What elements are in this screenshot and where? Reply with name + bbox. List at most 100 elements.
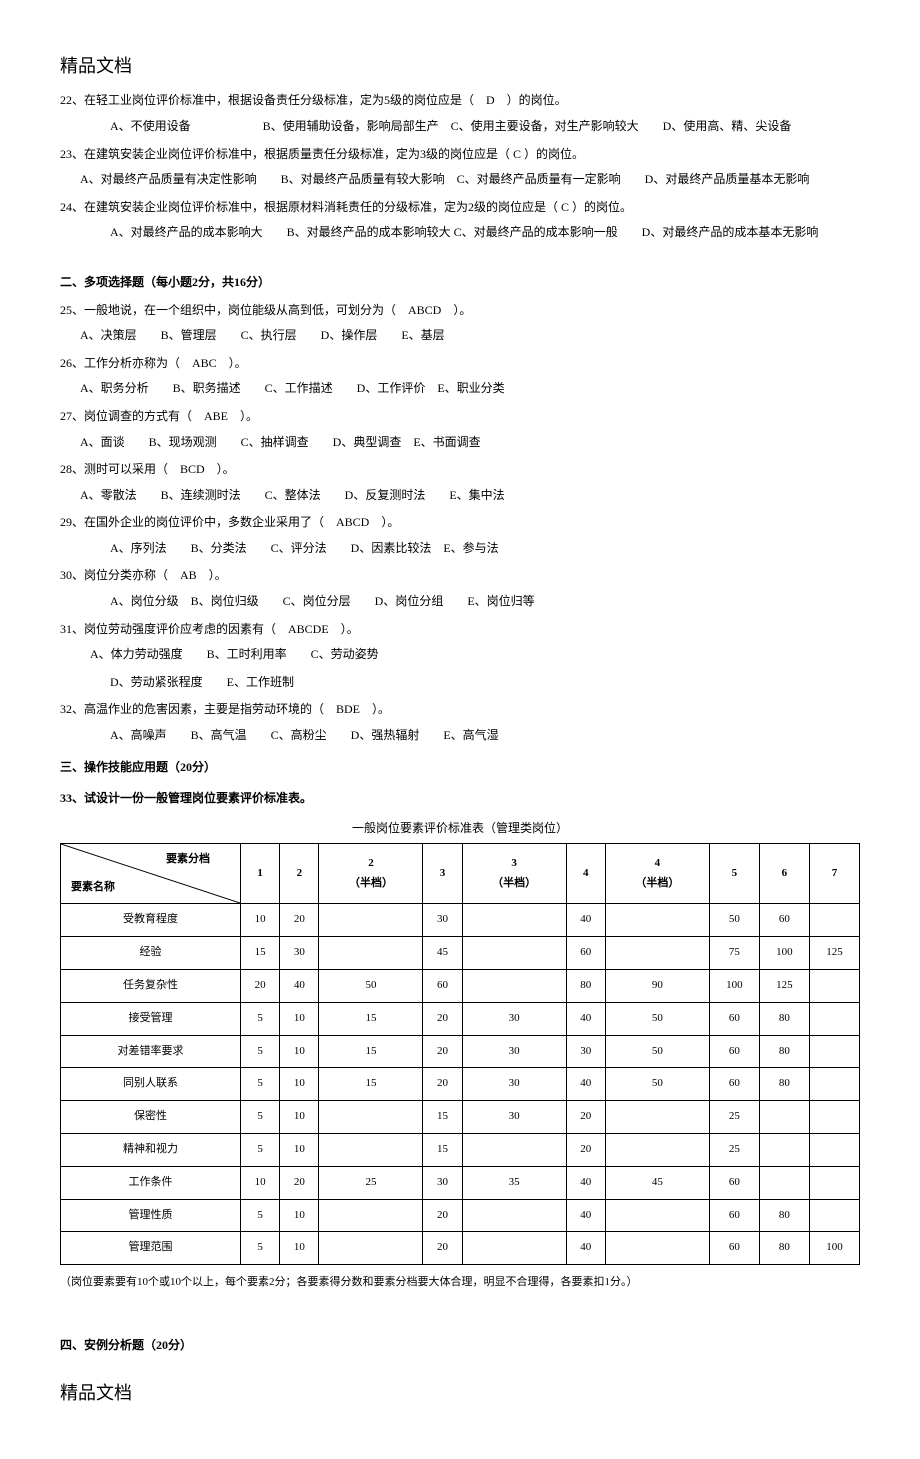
section4-title: 四、安例分析题（20分）: [60, 1335, 860, 1357]
cell: 20: [280, 1166, 319, 1199]
cell: 15: [241, 937, 280, 970]
cell: [605, 1101, 709, 1134]
section3-title: 三、操作技能应用题（20分）: [60, 757, 860, 779]
cell: [809, 970, 859, 1003]
cell: 60: [709, 1002, 759, 1035]
row-name: 经验: [61, 937, 241, 970]
cell: 10: [280, 1199, 319, 1232]
cell: 50: [605, 1035, 709, 1068]
cell: 60: [709, 1232, 759, 1265]
q30-text: 30、岗位分类亦称（ AB ）。: [60, 565, 860, 587]
cell: [605, 1134, 709, 1167]
cell: 60: [709, 1166, 759, 1199]
cell: [605, 1199, 709, 1232]
table-title: 一般岗位要素评价标准表（管理类岗位）: [60, 818, 860, 840]
cell: 125: [809, 937, 859, 970]
cell: 80: [759, 1002, 809, 1035]
col-header-5: 4: [566, 844, 605, 904]
col-header-4: 3 （半档）: [462, 844, 566, 904]
cell: 125: [759, 970, 809, 1003]
table-row: 经验1530456075100125: [61, 937, 860, 970]
q31-opts1: A、体力劳动强度 B、工时利用率 C、劳动姿势: [90, 644, 860, 666]
cell: 10: [280, 1068, 319, 1101]
table-row: 保密性51015302025: [61, 1101, 860, 1134]
cell: 60: [759, 904, 809, 937]
cell: 60: [423, 970, 462, 1003]
col-header-0: 1: [241, 844, 280, 904]
q28-opts: A、零散法 B、连续测时法 C、整体法 D、反复测时法 E、集中法: [80, 485, 860, 507]
cell: 100: [709, 970, 759, 1003]
cell: 100: [809, 1232, 859, 1265]
cell: 90: [605, 970, 709, 1003]
table-note: （岗位要素要有10个或10个以上，每个要素2分；各要素得分数和要素分档要大体合理…: [60, 1273, 860, 1293]
row-name: 受教育程度: [61, 904, 241, 937]
cell: 25: [709, 1134, 759, 1167]
cell: 5: [241, 1199, 280, 1232]
cell: 30: [423, 904, 462, 937]
cell: 50: [319, 970, 423, 1003]
cell: 80: [759, 1068, 809, 1101]
q25-opts: A、决策层 B、管理层 C、执行层 D、操作层 E、基层: [80, 325, 860, 347]
q24-text: 24、在建筑安装企业岗位评价标准中，根据原材料消耗责任的分级标准，定为2级的岗位…: [60, 197, 860, 219]
section2-title: 二、多项选择题（每小题2分，共16分）: [60, 272, 860, 294]
table-row: 管理范围51020406080100: [61, 1232, 860, 1265]
table-row: 对差错率要求51015203030506080: [61, 1035, 860, 1068]
cell: 20: [241, 970, 280, 1003]
cell: 25: [319, 1166, 423, 1199]
cell: 40: [566, 1002, 605, 1035]
col-header-1: 2: [280, 844, 319, 904]
cell: 45: [423, 937, 462, 970]
cell: 5: [241, 1134, 280, 1167]
cell: [319, 1199, 423, 1232]
cell: 15: [319, 1002, 423, 1035]
q25-text: 25、一般地说，在一个组织中，岗位能级从高到低，可划分为（ ABCD ）。: [60, 300, 860, 322]
header-title: 精品文档: [60, 50, 860, 82]
cell: 50: [605, 1068, 709, 1101]
cell: [809, 1101, 859, 1134]
q33-text: 33、试设计一份一般管理岗位要素评价标准表。: [60, 788, 860, 810]
cell: 20: [423, 1068, 462, 1101]
q23-text: 23、在建筑安装企业岗位评价标准中，根据质量责任分级标准，定为3级的岗位应是（ …: [60, 144, 860, 166]
cell: 60: [709, 1199, 759, 1232]
q27-text: 27、岗位调查的方式有（ ABE ）。: [60, 406, 860, 428]
cell: 30: [462, 1101, 566, 1134]
row-name: 任务复杂性: [61, 970, 241, 1003]
cell: 15: [319, 1035, 423, 1068]
cell: 35: [462, 1166, 566, 1199]
cell: [809, 1002, 859, 1035]
cell: 40: [566, 904, 605, 937]
cell: 20: [423, 1002, 462, 1035]
cell: [809, 1068, 859, 1101]
q32-text: 32、高温作业的危害因素，主要是指劳动环境的（ BDE ）。: [60, 699, 860, 721]
cell: 10: [280, 1134, 319, 1167]
cell: [462, 1199, 566, 1232]
cell: 10: [241, 904, 280, 937]
q31-opts2: D、劳动紧张程度 E、工作班制: [110, 672, 860, 694]
table-row: 管理性质51020406080: [61, 1199, 860, 1232]
cell: 10: [241, 1166, 280, 1199]
cell: [809, 904, 859, 937]
cell: 20: [566, 1101, 605, 1134]
cell: 30: [462, 1068, 566, 1101]
table-diag-header: 要素分档 要素名称: [61, 844, 241, 904]
cell: 40: [566, 1068, 605, 1101]
q22-text: 22、在轻工业岗位评价标准中，根据设备责任分级标准，定为5级的岗位应是（ D ）…: [60, 90, 860, 112]
q32-opts: A、高噪声 B、高气温 C、高粉尘 D、强热辐射 E、高气湿: [110, 725, 860, 747]
cell: 60: [709, 1068, 759, 1101]
row-name: 工作条件: [61, 1166, 241, 1199]
cell: 40: [566, 1166, 605, 1199]
cell: [809, 1035, 859, 1068]
row-name: 对差错率要求: [61, 1035, 241, 1068]
table-row: 任务复杂性204050608090100125: [61, 970, 860, 1003]
table-row: 受教育程度102030405060: [61, 904, 860, 937]
cell: [605, 937, 709, 970]
table-row: 接受管理51015203040506080: [61, 1002, 860, 1035]
q31-text: 31、岗位劳动强度评价应考虑的因素有（ ABCDE ）。: [60, 619, 860, 641]
cell: 30: [462, 1002, 566, 1035]
cell: [809, 1199, 859, 1232]
q24-opts: A、对最终产品的成本影响大 B、对最终产品的成本影响较大 C、对最终产品的成本影…: [110, 222, 860, 244]
col-header-2: 2 （半档）: [319, 844, 423, 904]
cell: [319, 1134, 423, 1167]
cell: 20: [566, 1134, 605, 1167]
cell: 100: [759, 937, 809, 970]
